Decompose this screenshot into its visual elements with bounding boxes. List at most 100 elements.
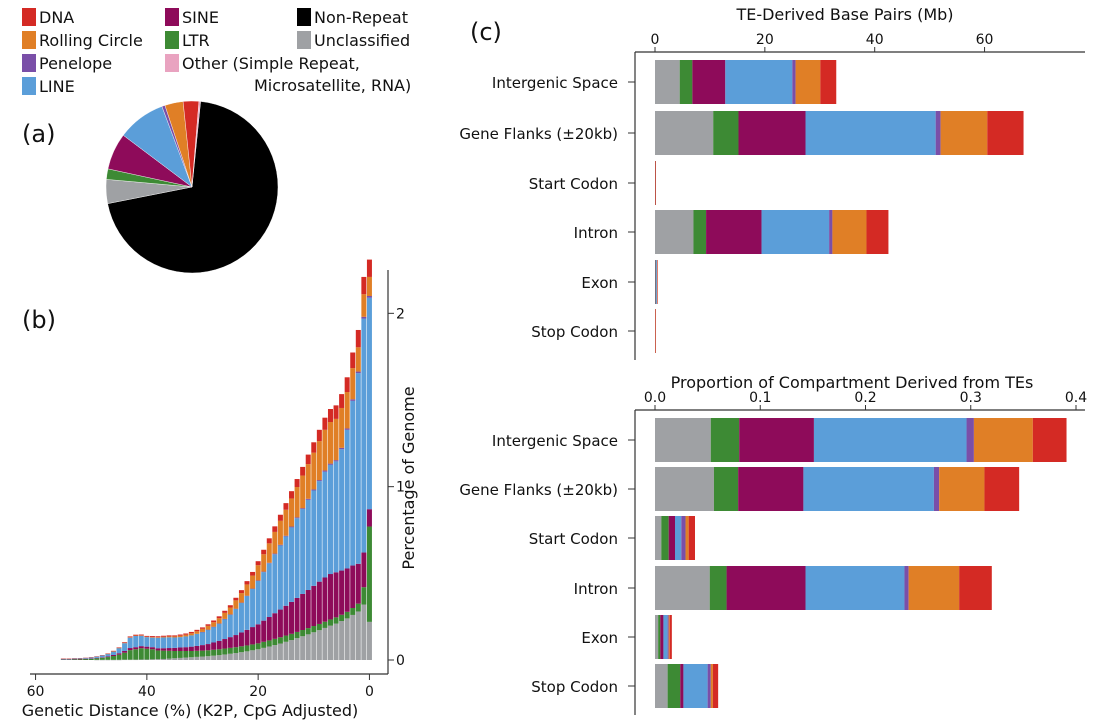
hist-bar-unclassified xyxy=(194,656,200,660)
cbot-category-label: Stop Codon xyxy=(531,678,618,696)
hist-bar-penelope xyxy=(294,517,300,519)
hist-bar-dna xyxy=(294,479,300,488)
hist-bar-ltr xyxy=(188,650,194,658)
hist-bar-ltr xyxy=(216,649,222,656)
legend-label-other: Other (Simple Repeat, xyxy=(182,54,360,73)
ctop-bar-penelope xyxy=(935,111,941,155)
hist-bar-rolling-circle xyxy=(339,407,345,448)
hist-bar-ltr xyxy=(233,647,239,654)
hist-bar-ltr xyxy=(127,650,133,660)
hist-bar-sine xyxy=(316,581,322,624)
bp-chart: 0 20 40 60 Intergenic Space Gene Flanks (±20k… xyxy=(459,32,1085,360)
hist-bar-penelope xyxy=(300,508,306,510)
hist-bar-sine xyxy=(188,646,194,651)
hist-bar-penelope xyxy=(333,460,339,462)
hist-bar-line xyxy=(227,614,233,638)
cbot-tick-label: 0.4 xyxy=(1065,390,1087,406)
ctop-category-label: Intergenic Space xyxy=(492,74,618,92)
hist-bar-dna xyxy=(138,634,144,636)
hist-bar-rolling-circle xyxy=(194,631,200,634)
hist-bar-ltr xyxy=(305,628,311,635)
ctop-bar-dna xyxy=(655,309,656,353)
hist-bar-ltr xyxy=(177,650,183,658)
ctop-bar-rolling-circle xyxy=(940,111,988,155)
hist-bar-rolling-circle xyxy=(149,637,155,638)
cbot-bar-rolling-circle xyxy=(973,418,1033,462)
hist-bar-dna xyxy=(166,635,172,637)
cbot-bar-ltr xyxy=(709,566,727,610)
hist-bar-line xyxy=(188,635,194,647)
cbot-bar-penelope xyxy=(681,516,686,560)
hist-bar-dna xyxy=(149,636,155,638)
hist-bar-line xyxy=(194,633,200,646)
legend-label-non-repeat: Non-Repeat xyxy=(314,8,408,27)
hist-bar-dna xyxy=(339,394,345,408)
ctop-bar-ltr xyxy=(713,111,739,155)
hist-bar-unclassified xyxy=(366,621,372,660)
hist-bar-line xyxy=(350,400,356,566)
ctop-bar-ltr xyxy=(655,260,656,304)
hist-bar-line xyxy=(105,653,111,657)
hist-bar-penelope xyxy=(322,470,328,472)
hist-bar-dna xyxy=(361,276,367,295)
hist-bar-rolling-circle xyxy=(172,636,178,638)
cbot-bar-unclassified xyxy=(655,615,659,659)
hist-bar-dna xyxy=(255,561,261,566)
hist-bar-rolling-circle xyxy=(244,584,250,596)
hist-bar-dna xyxy=(194,629,200,632)
cbot-bar-rolling-circle xyxy=(710,664,713,708)
hist-bar-dna xyxy=(355,329,361,348)
hist-bar-rolling-circle xyxy=(344,392,350,429)
hist-bar-unclassified xyxy=(205,656,211,660)
hist-bar-dna xyxy=(122,642,128,643)
legend: DNA Rolling Circle Penelope LINE SINE LTR Othe… xyxy=(22,8,411,96)
cbot-bar-line xyxy=(674,516,682,560)
ctop-bar-unclassified xyxy=(655,60,680,104)
hist-bar-ltr xyxy=(333,617,339,624)
hist-bar-dna xyxy=(110,650,116,652)
hist-bar-unclassified xyxy=(172,658,178,660)
legend-swatch-ltr xyxy=(165,31,179,49)
hist-bar-line xyxy=(316,481,322,582)
hist-bar-dna xyxy=(238,590,244,594)
hist-bar-line xyxy=(60,658,66,660)
legend-swatch-rolling-circle xyxy=(22,31,36,49)
hist-bar-ltr xyxy=(339,614,345,621)
hist-bar-sine xyxy=(289,601,295,634)
cbot-tick-label: 0.2 xyxy=(854,390,876,406)
hist-x-tick-label: 40 xyxy=(138,684,156,700)
hist-bar-rolling-circle xyxy=(322,429,328,471)
hist-bar-rolling-circle xyxy=(188,633,194,636)
hist-bar-line xyxy=(66,658,72,660)
hist-bar-unclassified xyxy=(261,647,267,660)
hist-bar-sine xyxy=(300,593,306,631)
hist-bar-dna xyxy=(277,514,283,521)
hist-bar-sine xyxy=(127,648,133,651)
ctop-category-label: Exon xyxy=(581,274,618,292)
hist-bar-ltr xyxy=(244,645,250,652)
ctop-bar-rolling-circle xyxy=(795,60,821,104)
hist-bar-line xyxy=(110,651,116,655)
hist-bar-rolling-circle xyxy=(222,612,228,619)
hist-bar-line xyxy=(94,656,100,658)
cbot-bar-unclassified xyxy=(655,516,662,560)
hist-bar-sine xyxy=(294,597,300,632)
hist-bar-dna xyxy=(333,405,339,419)
hist-bar-unclassified xyxy=(355,611,361,660)
hist-bar-sine xyxy=(122,650,128,653)
hist-bar-line xyxy=(311,490,317,586)
hist-bar-line xyxy=(327,464,333,575)
ctop-category-label: Gene Flanks (±20kb) xyxy=(459,125,618,143)
panel-label-b: (b) xyxy=(22,306,56,334)
hist-bar-unclassified xyxy=(361,604,367,660)
pie-slice-other xyxy=(191,101,201,188)
legend-label-sine: SINE xyxy=(182,8,219,27)
hist-bar-line xyxy=(183,636,189,648)
hist-bar-dna xyxy=(205,624,211,626)
hist-bar-sine xyxy=(250,627,256,645)
hist-bar-rolling-circle xyxy=(277,520,283,545)
legend-swatch-dna xyxy=(22,8,36,26)
ctop-bar-dna xyxy=(987,111,1024,155)
hist-bar-ltr xyxy=(138,648,144,660)
hist-bar-line xyxy=(333,461,339,573)
